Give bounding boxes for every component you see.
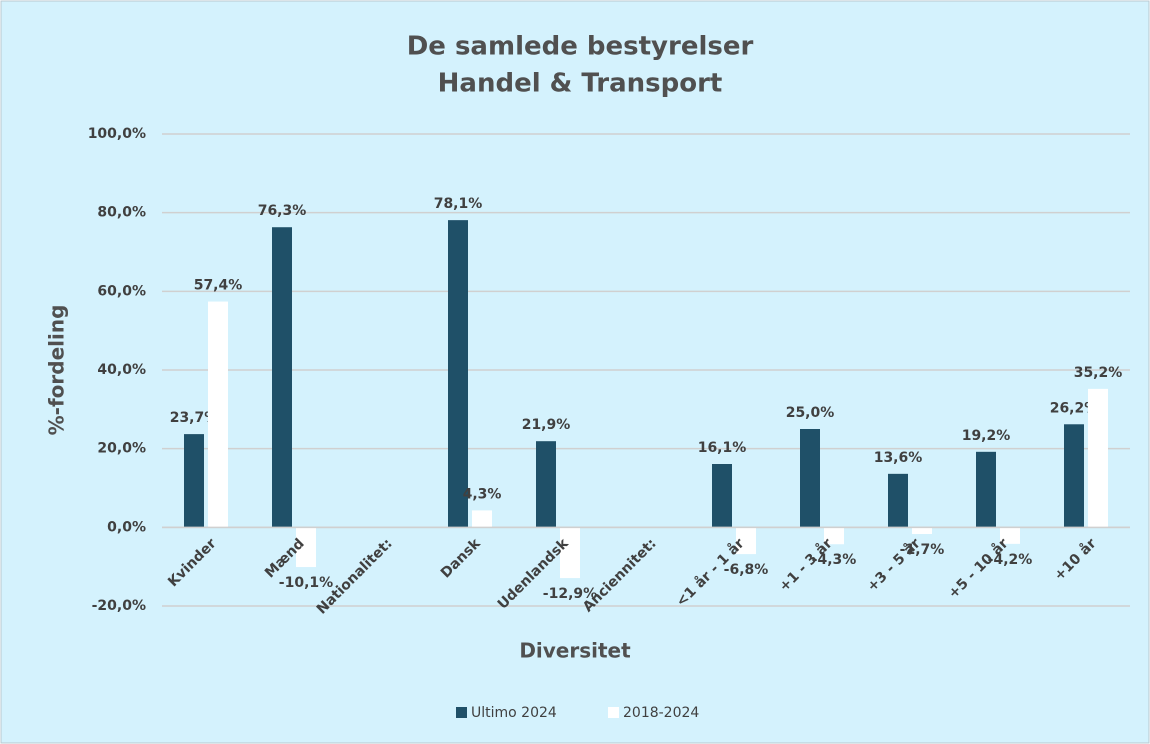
bar bbox=[976, 451, 996, 528]
data-label: 4,3% bbox=[463, 486, 502, 502]
bar bbox=[1000, 527, 1020, 544]
data-label: -1,7% bbox=[900, 542, 945, 558]
data-label: -12,9% bbox=[543, 586, 597, 602]
bar bbox=[824, 527, 844, 545]
data-label: 13,6% bbox=[874, 450, 923, 466]
bar bbox=[208, 301, 228, 528]
y-tick-label: 100,0% bbox=[88, 126, 146, 142]
bar bbox=[296, 527, 316, 568]
bar bbox=[472, 510, 492, 528]
bar bbox=[184, 434, 204, 528]
y-axis-title: %-fordeling bbox=[45, 305, 69, 436]
data-label: 76,3% bbox=[258, 203, 307, 219]
data-label: -4,2% bbox=[988, 552, 1033, 568]
bar bbox=[712, 464, 732, 528]
bar bbox=[736, 527, 756, 555]
data-label: 25,0% bbox=[786, 405, 835, 421]
bar bbox=[272, 227, 292, 528]
data-label: 16,1% bbox=[698, 440, 747, 456]
chart-title: De samlede bestyrelser bbox=[407, 32, 754, 62]
data-label: 19,2% bbox=[962, 428, 1011, 444]
legend-swatch bbox=[608, 707, 619, 718]
legend-label: Ultimo 2024 bbox=[471, 705, 557, 721]
legend-swatch bbox=[456, 707, 467, 718]
y-tick-label: 60,0% bbox=[97, 283, 146, 299]
y-tick-label: -20,0% bbox=[92, 598, 146, 614]
data-label: 26,2% bbox=[1050, 400, 1099, 416]
bar bbox=[1064, 424, 1084, 528]
legend-label: 2018-2024 bbox=[623, 705, 699, 721]
data-label: 21,9% bbox=[522, 417, 571, 433]
data-label: -10,1% bbox=[279, 575, 333, 591]
y-tick-label: 40,0% bbox=[97, 362, 146, 378]
x-axis-title: Diversitet bbox=[519, 639, 631, 663]
bar bbox=[912, 527, 932, 535]
data-label: 78,1% bbox=[434, 196, 483, 212]
y-tick-label: 0,0% bbox=[107, 519, 146, 535]
bar bbox=[888, 473, 908, 528]
bar bbox=[1088, 388, 1108, 528]
y-tick-label: 20,0% bbox=[97, 441, 146, 457]
bar bbox=[536, 441, 556, 528]
bar bbox=[560, 527, 580, 579]
data-label: -6,8% bbox=[724, 562, 769, 578]
bar bbox=[800, 429, 820, 528]
data-label: -4,3% bbox=[812, 552, 857, 568]
data-label: 23,7% bbox=[170, 410, 219, 426]
chart-subtitle: Handel & Transport bbox=[438, 69, 723, 99]
data-label: 35,2% bbox=[1074, 365, 1123, 381]
bar bbox=[448, 220, 468, 528]
y-tick-label: 80,0% bbox=[97, 205, 146, 221]
data-label: 57,4% bbox=[194, 278, 243, 294]
